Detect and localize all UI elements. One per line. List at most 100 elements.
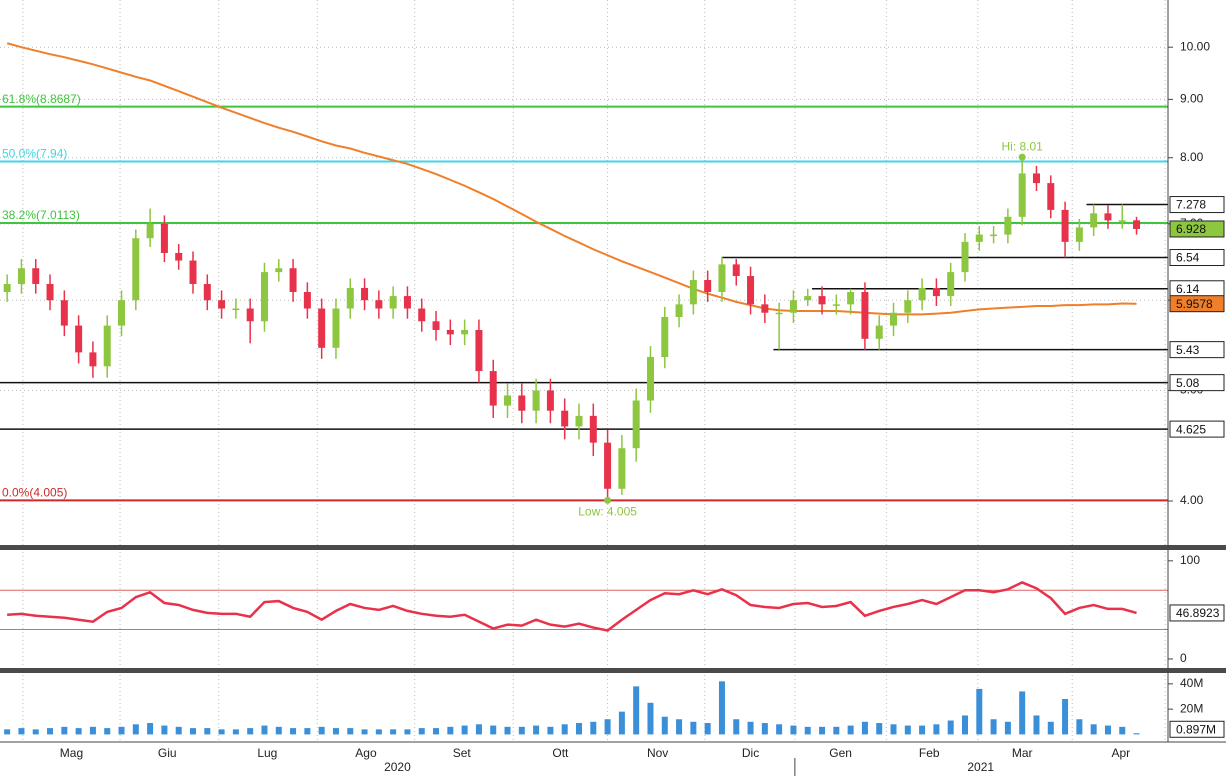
candle-body	[1090, 213, 1098, 228]
x-tick-label: Feb	[919, 746, 940, 760]
rsi-tag: 46.8923	[1176, 606, 1220, 620]
x-tick-label: Set	[453, 746, 472, 760]
candle-body	[446, 329, 454, 335]
volume-bar	[790, 725, 797, 735]
annotation-dot	[1018, 153, 1026, 161]
candle-body	[847, 292, 855, 305]
volume-bar	[433, 728, 440, 735]
candle-body	[318, 308, 326, 348]
fib-label: 61.8%(8.8687)	[2, 92, 81, 106]
volume-bar	[1033, 715, 1040, 735]
volume-bar	[361, 729, 368, 735]
volume-bar	[175, 726, 182, 735]
volume-bar	[1104, 725, 1111, 735]
candle-body	[561, 410, 569, 427]
candle-body	[832, 304, 840, 306]
candle-body	[1018, 173, 1026, 217]
level-tag: 5.08	[1176, 376, 1200, 390]
level-tag-bg	[1169, 374, 1225, 392]
candle-body	[475, 329, 483, 372]
year-label: 2021	[967, 760, 994, 774]
candle-body	[775, 312, 783, 315]
candle-body	[961, 241, 969, 273]
volume-bar	[89, 726, 96, 735]
level-tag: 6.14	[1176, 282, 1200, 296]
annotation: Hi: 8.01	[1001, 139, 1043, 153]
candle-body	[890, 312, 898, 326]
volume-bar	[490, 725, 497, 735]
volume-bar	[704, 723, 711, 735]
candle-body	[146, 223, 154, 239]
volume-bar	[47, 728, 54, 735]
x-tick-label: Apr	[1111, 746, 1130, 760]
volume-bar	[647, 702, 654, 735]
candle-body	[246, 308, 254, 322]
year-label: 2020	[384, 760, 411, 774]
candle-body	[60, 300, 68, 326]
volume-bar	[833, 726, 840, 735]
volume-bar	[304, 728, 311, 735]
volume-bar	[447, 726, 454, 735]
volume-bar	[332, 728, 339, 735]
candle-body	[761, 304, 769, 313]
level-tag-bg	[1169, 196, 1225, 214]
candle-body	[1104, 213, 1112, 221]
candle-body	[232, 308, 240, 311]
candle-body	[904, 300, 912, 313]
candle-body	[1075, 227, 1083, 242]
y-tick-label: 9.00	[1180, 92, 1204, 106]
ma-tag: 5.9578	[1176, 297, 1213, 311]
candle-body	[747, 276, 755, 305]
y-tick-label: 100	[1180, 553, 1200, 567]
volume-bar	[261, 725, 268, 735]
volume-bar	[733, 719, 740, 735]
x-tick-label: Mar	[1012, 746, 1033, 760]
fib-label: 50.0%(7.94)	[2, 147, 67, 161]
volume-tag: 0.897M	[1176, 722, 1216, 736]
candle-body	[389, 296, 397, 309]
volume-bar	[418, 728, 425, 735]
volume-bar	[876, 723, 883, 735]
candle-body	[418, 308, 426, 322]
volume-bar	[232, 729, 239, 735]
volume-bar	[919, 725, 926, 735]
x-tick-label: Gen	[829, 746, 852, 760]
fib-label: 0.0%(4.005)	[2, 486, 67, 500]
last-price-tag: 6.928	[1176, 222, 1206, 236]
candle-body	[532, 390, 540, 411]
volume-bar	[347, 728, 354, 735]
candle-body	[975, 234, 983, 242]
volume-bar	[547, 726, 554, 735]
volume-bar	[1133, 733, 1140, 735]
candle-body	[1133, 220, 1141, 229]
level-tag: 6.54	[1176, 251, 1200, 265]
volume-bar	[118, 726, 125, 735]
y-tick-label: 20M	[1180, 701, 1203, 715]
volume-bar	[1090, 724, 1097, 735]
volume-bar	[947, 720, 954, 735]
level-tag-bg	[1169, 249, 1225, 267]
moving-average	[6, 42, 1137, 316]
volume-bar	[404, 729, 411, 735]
level-tag-bg	[1169, 341, 1225, 359]
candle-body	[218, 300, 226, 309]
volume-bar	[761, 723, 768, 735]
candle-body	[789, 300, 797, 313]
candle-body	[918, 287, 926, 301]
volume-bar	[961, 715, 968, 735]
volume-bar	[676, 719, 683, 735]
volume-bar	[990, 719, 997, 735]
y-tick-label: 8.00	[1180, 150, 1204, 164]
candle-body	[275, 268, 283, 273]
volume-bar	[604, 719, 611, 735]
candle-body	[518, 395, 526, 411]
volume-bar	[533, 725, 540, 735]
candle-body	[361, 287, 369, 301]
volume-bar	[61, 726, 68, 735]
candle-body	[704, 279, 712, 293]
annotation-dot	[604, 496, 612, 504]
volume-bar	[290, 728, 297, 735]
volume-bar	[189, 728, 196, 735]
candle-body	[861, 292, 869, 339]
